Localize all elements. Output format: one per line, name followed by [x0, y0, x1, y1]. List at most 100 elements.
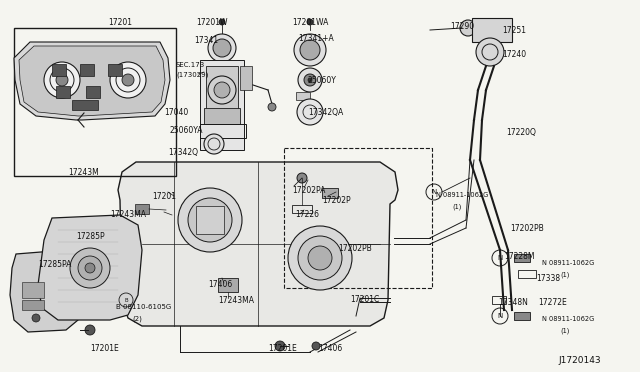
Text: 17285PA: 17285PA — [38, 260, 72, 269]
Circle shape — [219, 19, 225, 25]
Bar — [56, 86, 70, 98]
Circle shape — [208, 76, 236, 104]
Text: 17202PA: 17202PA — [292, 186, 325, 195]
Bar — [86, 86, 100, 98]
Text: N 08911-1062G: N 08911-1062G — [542, 316, 595, 322]
Circle shape — [70, 248, 110, 288]
Circle shape — [298, 68, 322, 92]
Text: N: N — [431, 189, 436, 195]
Text: 17338: 17338 — [536, 274, 560, 283]
Text: 17251: 17251 — [502, 26, 526, 35]
Bar — [200, 124, 246, 138]
Circle shape — [460, 20, 476, 36]
Circle shape — [307, 19, 313, 25]
Text: 17341: 17341 — [194, 36, 218, 45]
Bar — [472, 18, 512, 42]
Text: 17240: 17240 — [502, 50, 526, 59]
Bar — [240, 66, 252, 90]
Text: 17040: 17040 — [164, 108, 188, 117]
Polygon shape — [118, 162, 398, 326]
Circle shape — [32, 314, 40, 322]
Text: 17406: 17406 — [318, 344, 342, 353]
Circle shape — [122, 74, 134, 86]
Bar — [52, 64, 66, 76]
Text: (1): (1) — [560, 328, 570, 334]
Text: (2): (2) — [132, 316, 142, 323]
Bar — [292, 205, 312, 213]
Circle shape — [188, 198, 232, 242]
Bar — [22, 282, 44, 298]
Text: 17201W: 17201W — [196, 18, 227, 27]
Text: 17243MA: 17243MA — [110, 210, 146, 219]
Text: 17342QA: 17342QA — [308, 108, 343, 117]
Circle shape — [297, 173, 307, 183]
Bar — [322, 188, 338, 198]
Text: 17243M: 17243M — [68, 168, 99, 177]
Circle shape — [198, 208, 222, 232]
Circle shape — [297, 99, 323, 125]
Text: 17202P: 17202P — [322, 196, 351, 205]
Bar — [492, 296, 506, 304]
Bar — [200, 60, 244, 150]
Text: 17202PB: 17202PB — [510, 224, 544, 233]
Text: J1720143: J1720143 — [558, 356, 600, 365]
Circle shape — [214, 82, 230, 98]
Text: (173029): (173029) — [176, 72, 209, 78]
Text: 17220Q: 17220Q — [506, 128, 536, 137]
Circle shape — [178, 188, 242, 252]
Circle shape — [204, 134, 224, 154]
Bar — [80, 64, 94, 76]
Text: N: N — [497, 313, 502, 319]
Circle shape — [110, 62, 146, 98]
Text: 17226: 17226 — [295, 210, 319, 219]
Circle shape — [308, 246, 332, 270]
Text: N: N — [497, 255, 502, 261]
Bar — [22, 300, 44, 310]
Text: 17290: 17290 — [450, 22, 474, 31]
Bar — [14, 28, 176, 176]
Text: 17201C: 17201C — [350, 295, 380, 304]
Text: 17201: 17201 — [152, 192, 176, 201]
Text: 17243MA: 17243MA — [218, 296, 254, 305]
Polygon shape — [19, 46, 165, 116]
Text: N 08911-1062G: N 08911-1062G — [436, 192, 488, 198]
Text: (1): (1) — [452, 204, 461, 211]
Text: 17285P: 17285P — [76, 232, 104, 241]
Circle shape — [85, 263, 95, 273]
Circle shape — [85, 325, 95, 335]
Bar — [218, 278, 238, 292]
Bar — [72, 100, 98, 110]
Bar — [514, 312, 530, 320]
Circle shape — [268, 103, 276, 111]
Text: 17348N: 17348N — [498, 298, 528, 307]
Circle shape — [44, 62, 80, 98]
Polygon shape — [38, 215, 142, 320]
Bar — [108, 64, 122, 76]
Circle shape — [300, 40, 320, 60]
Circle shape — [275, 341, 285, 351]
Circle shape — [213, 39, 231, 57]
Text: 17272E: 17272E — [538, 298, 567, 307]
Circle shape — [288, 226, 352, 290]
Text: 17228M: 17228M — [504, 252, 534, 261]
Text: 17201WA: 17201WA — [292, 18, 328, 27]
Text: 17202PB: 17202PB — [338, 244, 372, 253]
Circle shape — [78, 256, 102, 280]
Bar — [135, 204, 149, 214]
Circle shape — [56, 74, 68, 86]
Text: 17406: 17406 — [208, 280, 232, 289]
Text: N 08911-1062G: N 08911-1062G — [542, 260, 595, 266]
Circle shape — [304, 74, 316, 86]
Polygon shape — [10, 250, 84, 332]
Circle shape — [294, 34, 326, 66]
Text: 17341+A: 17341+A — [298, 34, 333, 43]
Text: B: B — [124, 298, 128, 302]
Text: 17201: 17201 — [108, 18, 132, 27]
Bar — [518, 270, 536, 278]
Text: 17342Q: 17342Q — [168, 148, 198, 157]
Text: SEC.173: SEC.173 — [176, 62, 205, 68]
Text: 25060Y: 25060Y — [308, 76, 337, 85]
Polygon shape — [14, 42, 170, 120]
Circle shape — [298, 236, 342, 280]
Bar — [204, 108, 240, 124]
